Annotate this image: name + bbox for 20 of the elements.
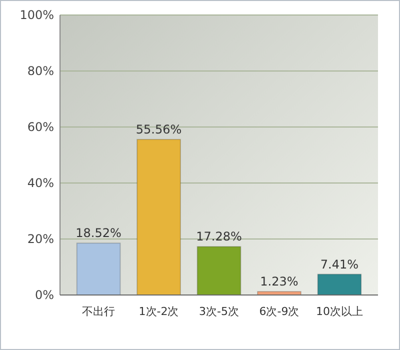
data-label: 55.56% [136,122,182,136]
bar [196,246,242,296]
y-tick-label: 0% [34,288,54,302]
y-tick-label: 100% [20,8,54,22]
x-tick-label: 10次以上 [316,305,363,318]
data-label: 17.28% [196,230,242,244]
data-label: 18.52% [76,226,122,240]
bar [76,242,121,296]
y-tick-label: 80% [27,64,54,78]
data-label: 7.41% [320,257,359,272]
x-tick-label: 不出行 [82,305,116,318]
bar [317,274,362,296]
y-tick-label: 60% [27,120,54,134]
data-label: 1.23% [260,274,298,289]
x-tick-label: 3次-5次 [199,305,239,318]
y-tick-label: 40% [27,176,54,190]
x-tick-label: 1次-2次 [138,305,179,318]
y-tick-label: 20% [27,232,54,246]
bar [136,138,181,296]
x-tick-label: 6次-9次 [259,305,300,318]
